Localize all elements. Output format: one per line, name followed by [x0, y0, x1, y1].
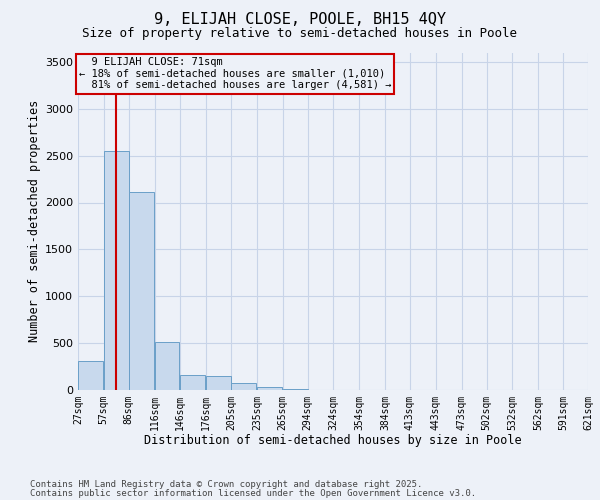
Text: Size of property relative to semi-detached houses in Poole: Size of property relative to semi-detach… [83, 28, 517, 40]
Bar [129, 192, 154, 390]
Bar [181, 376, 205, 390]
Bar [206, 376, 231, 390]
Text: Contains public sector information licensed under the Open Government Licence v3: Contains public sector information licen… [30, 488, 476, 498]
Bar [257, 387, 282, 390]
Y-axis label: Number of semi-detached properties: Number of semi-detached properties [28, 100, 41, 342]
Bar [104, 151, 129, 390]
Bar [155, 342, 179, 390]
Bar [283, 389, 308, 390]
Bar [78, 361, 103, 390]
X-axis label: Distribution of semi-detached houses by size in Poole: Distribution of semi-detached houses by … [144, 434, 522, 448]
Text: 9 ELIJAH CLOSE: 71sqm
← 18% of semi-detached houses are smaller (1,010)
  81% of: 9 ELIJAH CLOSE: 71sqm ← 18% of semi-deta… [79, 57, 391, 90]
Bar [231, 384, 256, 390]
Text: 9, ELIJAH CLOSE, POOLE, BH15 4QY: 9, ELIJAH CLOSE, POOLE, BH15 4QY [154, 12, 446, 28]
Text: Contains HM Land Registry data © Crown copyright and database right 2025.: Contains HM Land Registry data © Crown c… [30, 480, 422, 489]
